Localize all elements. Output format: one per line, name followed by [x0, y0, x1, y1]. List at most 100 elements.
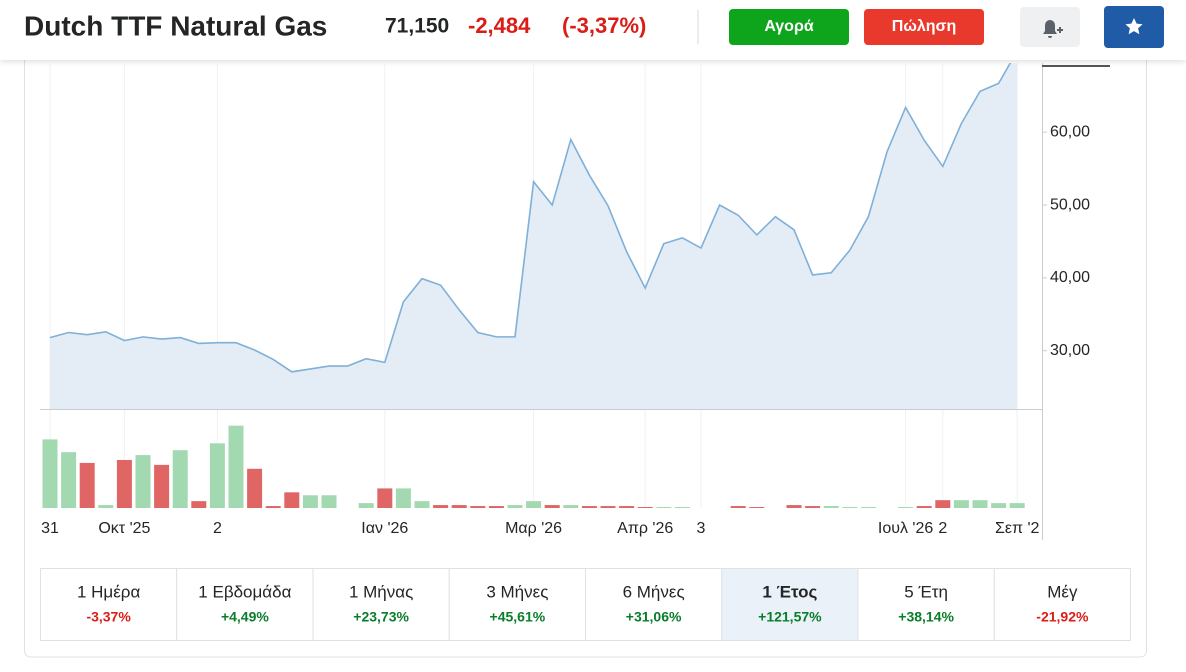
volume-bar	[470, 506, 486, 508]
volume-bar	[79, 462, 95, 508]
x-tick-label: Απρ '26	[617, 520, 673, 537]
sell-label[interactable]: Πώληση	[892, 18, 956, 35]
volume-bar	[135, 455, 151, 508]
plot: Investing.com	[42, 63, 1025, 508]
volume-bar	[414, 501, 430, 508]
volume-bar	[98, 505, 114, 508]
volume-bar	[544, 505, 560, 508]
star-icon[interactable]	[1125, 18, 1143, 35]
period-tab[interactable]	[857, 568, 995, 641]
x-tick-label: Μαρ '26	[505, 520, 562, 537]
volume-bar	[228, 425, 244, 508]
volume-bar	[842, 507, 858, 508]
y-tick-label: 30,00	[1050, 342, 1090, 359]
y-tick-label: 60,00	[1050, 123, 1090, 140]
price-area	[50, 63, 1018, 409]
watchlist-button[interactable]	[1104, 6, 1164, 48]
period-tab[interactable]	[993, 568, 1131, 641]
period-label[interactable]: 1 Ημέρα	[77, 582, 140, 601]
volume-bar	[116, 459, 132, 508]
x-tick-label: Σεπ '2	[995, 520, 1040, 537]
volume-bar	[265, 506, 281, 508]
volume-bar	[953, 500, 969, 508]
volume-bar	[321, 495, 337, 508]
plus-icon[interactable]	[1057, 27, 1063, 33]
volume-bar	[172, 450, 188, 508]
sell-button-bg[interactable]	[864, 9, 984, 45]
sell-button[interactable]: Πώληση	[864, 9, 984, 45]
period-label[interactable]: Μέγ	[1047, 582, 1078, 601]
period-tab[interactable]	[40, 568, 178, 641]
volume-bar	[619, 506, 635, 508]
period-tabs: 1 Ημέρα -3,37% 1 Εβδομάδα +4,49% 1 Μήνας +23,…	[40, 568, 1131, 641]
x-tick-label: 3	[697, 520, 706, 537]
period-label[interactable]: 1 Έτος	[762, 582, 817, 601]
period-label[interactable]: 6 Μήνες	[623, 582, 685, 601]
period-change[interactable]: +4,49%	[221, 609, 269, 625]
volume-bar	[247, 468, 263, 508]
period-tab[interactable]	[312, 568, 450, 641]
volume-bar	[61, 452, 77, 508]
volume-bar	[991, 503, 1007, 508]
volume-bar	[191, 501, 207, 508]
alert-button[interactable]	[1020, 7, 1080, 47]
volume-bar	[154, 464, 170, 508]
volume-bar	[860, 507, 876, 508]
price: 71,150	[385, 15, 449, 38]
period-change[interactable]: +121,57%	[758, 609, 822, 625]
volume-bar	[823, 506, 839, 508]
volume-bar	[395, 488, 411, 508]
volume-bar	[898, 507, 914, 508]
header-bar	[0, 0, 1186, 60]
volume-bar	[656, 507, 672, 508]
period-change[interactable]: -21,92%	[1036, 609, 1089, 625]
x-tick-label: 2	[213, 520, 222, 537]
volume-bar	[1009, 503, 1025, 508]
volume-bar	[302, 495, 318, 508]
volume-bar	[526, 501, 542, 508]
volume-bar	[730, 506, 746, 508]
x-tick-label: Ιουλ '26	[878, 520, 933, 537]
price-line	[49, 63, 1012, 373]
period-label[interactable]: 1 Μήνας	[349, 582, 413, 601]
period-change[interactable]: +38,14%	[898, 609, 954, 625]
volume-bar	[377, 488, 393, 508]
buy-button[interactable]: Αγορά	[729, 9, 849, 45]
period-tab[interactable]	[721, 568, 859, 641]
volume-bar	[451, 505, 467, 508]
period-tab[interactable]	[585, 568, 723, 641]
x-tick-label: 31	[41, 520, 59, 537]
period-change[interactable]: -3,37%	[86, 609, 131, 625]
volume-bar	[972, 500, 988, 508]
period-label[interactable]: 1 Εβδομάδα	[198, 582, 291, 601]
volume-bar	[209, 443, 225, 508]
volume-bar	[916, 506, 932, 508]
buy-button-bg[interactable]	[729, 9, 849, 45]
bell-icon[interactable]	[1043, 20, 1057, 38]
volume-bar	[600, 506, 616, 508]
y-tick-label: 40,00	[1050, 269, 1090, 286]
price-change-pct: (-3,37%)	[562, 13, 646, 38]
instrument-title: Dutch TTF Natural Gas	[24, 10, 327, 41]
volume-bar	[749, 507, 765, 508]
period-tab[interactable]	[176, 568, 314, 641]
period-change[interactable]: +23,73%	[353, 609, 409, 625]
period-label[interactable]: 3 Μήνες	[486, 582, 548, 601]
period-change[interactable]: +31,06%	[626, 609, 682, 625]
x-tick-label: Ιαν '26	[361, 520, 408, 537]
volume-bar	[284, 492, 300, 508]
volume-bar	[507, 505, 523, 508]
period-change[interactable]: +45,61%	[490, 609, 546, 625]
volume-bar	[581, 506, 597, 508]
buy-label[interactable]: Αγορά	[764, 18, 814, 35]
period-tab[interactable]	[448, 568, 586, 641]
volume-bar	[637, 507, 653, 508]
volume-bar	[805, 506, 821, 508]
volume-bar	[488, 506, 504, 508]
volume-bar	[42, 439, 58, 508]
price-series	[49, 63, 1018, 409]
volume-bar	[433, 505, 449, 508]
period-label[interactable]: 5 Έτη	[904, 582, 948, 601]
volume-bar	[563, 505, 579, 508]
